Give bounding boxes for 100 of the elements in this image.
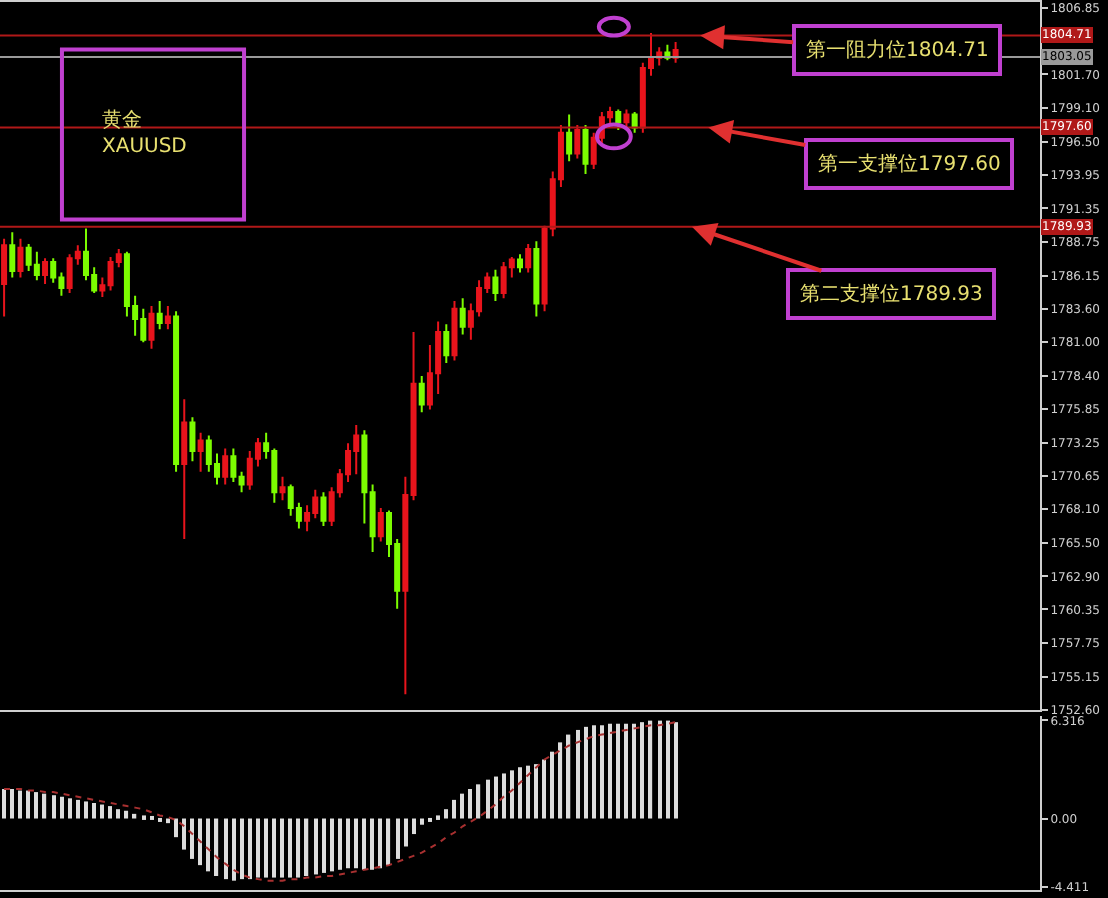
candlestick (9, 231, 16, 279)
bar (264, 818, 268, 878)
candlestick (1, 237, 8, 318)
bar (182, 818, 186, 850)
candlestick (615, 108, 622, 132)
bar (34, 792, 38, 819)
bar (116, 809, 120, 819)
bar (616, 723, 620, 819)
bar (100, 804, 104, 819)
candlestick (377, 506, 384, 543)
candlestick (25, 242, 32, 273)
bar (412, 818, 416, 835)
bar (486, 779, 490, 819)
candlestick (222, 447, 229, 486)
bar (632, 723, 636, 819)
candlestick (279, 475, 286, 502)
bar (26, 790, 30, 819)
bar (296, 818, 301, 878)
bar (338, 818, 342, 870)
candlestick (42, 257, 49, 286)
bar (592, 725, 596, 819)
bar (330, 818, 334, 872)
bar (510, 770, 514, 819)
candlestick (443, 323, 450, 364)
bar (190, 818, 194, 859)
candlestick (631, 110, 638, 134)
bar (314, 818, 318, 875)
bar (518, 767, 522, 819)
bar (288, 818, 292, 878)
bar (566, 734, 571, 819)
bar (354, 818, 358, 869)
candlestick (517, 253, 523, 274)
line-series (3, 721, 677, 882)
bar (214, 818, 219, 877)
bar (576, 729, 580, 819)
candlestick (590, 131, 597, 170)
bar (18, 790, 22, 819)
candlestick (451, 299, 458, 362)
bar (452, 799, 456, 819)
candlestick (33, 250, 40, 282)
candlestick (353, 424, 360, 476)
bar (476, 784, 481, 819)
candlestick (623, 108, 630, 129)
bar (666, 720, 670, 819)
bar (558, 742, 563, 819)
candlestick (181, 398, 188, 540)
bar (460, 793, 464, 819)
bar (272, 818, 276, 878)
bar (494, 776, 498, 819)
bar (60, 796, 64, 819)
bar (502, 773, 506, 819)
candlestick (574, 123, 581, 160)
bar (322, 818, 326, 873)
candlestick (156, 299, 163, 331)
bar (526, 765, 530, 819)
bar (444, 809, 448, 819)
bar (550, 751, 554, 819)
annotation: 第一阻力位1804.71 (806, 38, 989, 62)
bar (232, 818, 236, 881)
candlestick (17, 237, 24, 279)
bar (396, 818, 400, 859)
bar (92, 802, 96, 819)
bar (624, 723, 628, 819)
candlestick (197, 431, 204, 473)
bar (608, 723, 612, 819)
bar (248, 818, 252, 880)
candlestick (230, 447, 237, 484)
bar (256, 818, 260, 878)
candlestick (500, 261, 507, 300)
bar (378, 818, 382, 869)
bar (76, 799, 80, 819)
bar (404, 818, 408, 847)
candlestick (418, 374, 425, 414)
bar (640, 722, 644, 819)
candlestick (66, 253, 73, 295)
candlestick (525, 242, 532, 274)
bar (584, 726, 588, 819)
bar (84, 801, 88, 819)
bar (52, 795, 56, 819)
bar (224, 818, 228, 880)
bar (420, 818, 424, 825)
bar (198, 818, 202, 866)
bar (206, 818, 210, 872)
candlestick (566, 113, 573, 163)
bar (542, 759, 546, 819)
bar (2, 788, 6, 819)
bar (124, 810, 129, 819)
bar (346, 818, 350, 869)
bar (240, 818, 244, 880)
candlestick (533, 240, 540, 318)
bar (600, 725, 604, 819)
candlestick (189, 416, 196, 463)
bar (674, 722, 678, 819)
candlestick (148, 305, 155, 350)
bar (386, 818, 391, 866)
annotation: 第二支撑位1789.93 (800, 282, 983, 306)
annotation: 黄金 XAUUSD (102, 108, 188, 158)
bar (42, 793, 47, 819)
bar (108, 806, 112, 819)
candlestick (459, 297, 466, 336)
